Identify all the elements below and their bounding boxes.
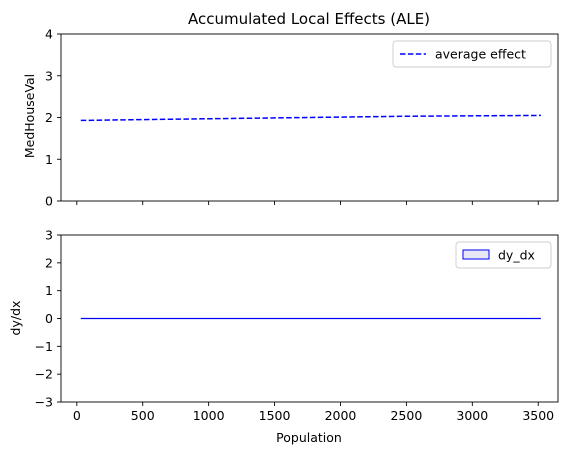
top-y-axis-label: MedHouseVal (22, 74, 37, 158)
y-tick-label: 2 (45, 255, 53, 270)
average-effect-line (80, 114, 541, 122)
x-tick-label: 1000 (193, 408, 225, 423)
x-tick-label: 2000 (325, 408, 357, 423)
x-tick-label: 500 (131, 408, 155, 423)
x-tick-label: 2500 (390, 408, 422, 423)
y-tick-label: −3 (35, 395, 53, 410)
y-tick-label: 0 (45, 194, 53, 209)
x-tick-label: 3000 (456, 408, 488, 423)
legend-swatch (462, 249, 490, 260)
ale-bottom-axes: −3 −2 −1 0 1 2 3 0 500 1000 1500 2000 2500 3000 3500 dy… (35, 228, 559, 423)
y-tick-label: 0 (45, 311, 53, 326)
ale-top-axes: 0 1 2 3 4 average effect (45, 27, 559, 209)
y-tick-label: 4 (45, 27, 53, 42)
x-tick-label: 3500 (522, 408, 554, 423)
legend: dy_dx (455, 241, 552, 269)
y-tick-label: −2 (35, 367, 53, 382)
y-tick-label: 1 (45, 152, 53, 167)
y-tick-label: 2 (45, 110, 53, 125)
legend-label: average effect (435, 47, 526, 62)
chart-title: Accumulated Local Effects (ALE) (188, 10, 430, 28)
x-axis-label: Population (276, 430, 342, 445)
legend-box (392, 40, 552, 68)
y-tick-label: −1 (35, 339, 53, 354)
bottom-y-axis-label: dy/dx (8, 301, 23, 336)
y-tick-label: 1 (45, 283, 53, 298)
y-tick-label: 3 (45, 228, 53, 243)
legend-label: dy_dx (498, 248, 535, 263)
x-tick-label: 0 (73, 408, 81, 423)
legend: average effect (392, 40, 552, 68)
legend-box (455, 241, 552, 269)
y-tick-label: 3 (45, 68, 53, 83)
x-tick-label: 1500 (259, 408, 291, 423)
